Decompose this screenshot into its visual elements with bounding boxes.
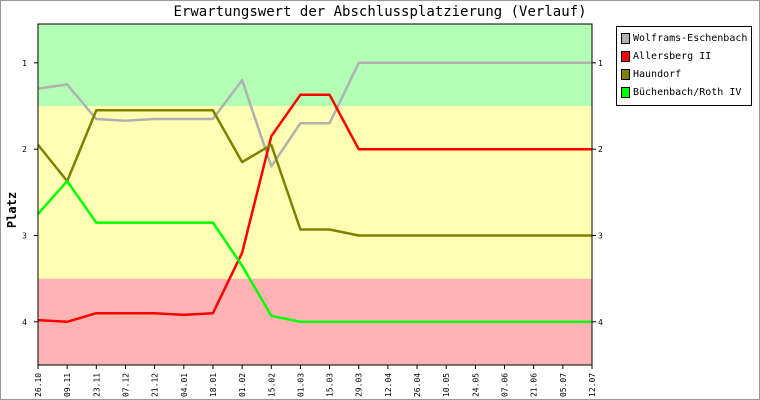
y-tick-label-left-3: 4: [22, 318, 27, 327]
legend: Wolframs-Eschenbach Allersberg II Haundorf…: [616, 26, 752, 106]
legend-label-1: Allersberg II: [633, 50, 712, 62]
legend-swatch-3: [621, 86, 630, 98]
x-tick-label-8: 15.02: [267, 373, 276, 397]
legend-label-2: Haundorf: [633, 68, 682, 80]
x-tick-label-18: 05.07: [559, 373, 568, 397]
x-tick-label-3: 07.12: [121, 373, 130, 397]
background-band-1: [38, 106, 592, 279]
x-tick-label-10: 15.03: [326, 373, 335, 397]
y-tick-label-left-0: 1: [22, 59, 27, 68]
x-tick-label-5: 04.01: [180, 373, 189, 397]
x-tick-label-15: 24.05: [471, 373, 480, 397]
legend-swatch-2: [621, 68, 630, 80]
x-tick-label-9: 01.03: [296, 373, 305, 397]
legend-item-2: Haundorf: [621, 66, 681, 82]
x-tick-label-6: 18.01: [209, 373, 218, 397]
x-tick-label-14: 10.05: [442, 373, 451, 397]
y-tick-label-right-2: 3: [598, 232, 603, 241]
background-band-0: [38, 24, 592, 107]
x-tick-label-7: 01.02: [238, 373, 247, 397]
y-tick-label-right-3: 4: [598, 318, 603, 327]
legend-item-1: Allersberg II: [621, 48, 711, 64]
x-tick-label-13: 26.04: [413, 373, 422, 397]
series-line-2: [37, 109, 592, 237]
x-tick-label-19: 12.07: [588, 373, 597, 397]
x-tick-label-2: 23.11: [92, 373, 101, 397]
series-line-0: [37, 61, 592, 168]
x-tick-label-1: 09.11: [63, 373, 72, 397]
legend-label-0: Wolframs-Eschenbach: [633, 32, 748, 44]
x-tick-label-4: 21.12: [151, 373, 160, 397]
x-tick-label-11: 29.03: [355, 373, 364, 397]
legend-swatch-0: [621, 32, 630, 44]
x-tick-label-0: 26.10: [34, 373, 43, 397]
legend-label-3: Büchenbach/Roth IV: [633, 86, 742, 98]
x-tick-label-17: 21.06: [530, 373, 539, 397]
y-tick-label-left-2: 3: [22, 232, 27, 241]
legend-item-3: Büchenbach/Roth IV: [621, 84, 741, 100]
y-tick-label-right-1: 2: [598, 145, 603, 154]
x-tick-label-16: 07.06: [501, 373, 510, 397]
legend-item-0: Wolframs-Eschenbach: [621, 30, 747, 46]
x-tick-label-12: 12.04: [384, 373, 393, 397]
series-line-3: [37, 179, 592, 324]
y-tick-label-right-0: 1: [598, 59, 603, 68]
chart-title: Erwartungswert der Abschlussplatzierung …: [173, 4, 587, 20]
y-tick-label-left-1: 2: [22, 145, 27, 154]
series-line-1: [37, 93, 592, 324]
legend-swatch-1: [621, 50, 630, 62]
